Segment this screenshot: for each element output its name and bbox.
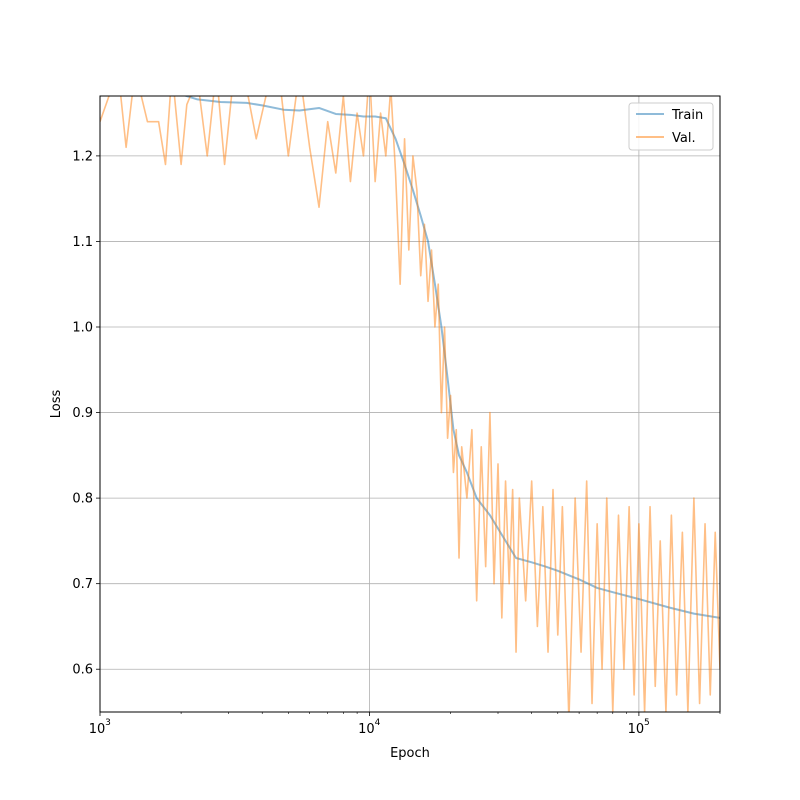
x-tick-exponent: 3 — [105, 718, 111, 728]
legend: Train Val. — [628, 102, 714, 151]
grid-lines — [99, 96, 720, 712]
series-line-val — [100, 96, 720, 712]
series-layer — [100, 96, 720, 712]
y-tick-label: 0.9 — [72, 406, 93, 421]
x-tick-exponent: 4 — [375, 718, 381, 728]
y-tick-label: 0.7 — [72, 577, 93, 592]
x-axis-label: Epoch — [390, 746, 430, 761]
x-tick-label: 10 — [628, 722, 645, 737]
legend-label-val: Val. — [672, 131, 696, 146]
y-tick-label: 1.1 — [72, 235, 93, 250]
plot-frame — [99, 95, 721, 713]
x-tick-exponent: 5 — [644, 718, 650, 728]
plot-area — [100, 96, 720, 712]
y-axis-label: Loss — [49, 390, 64, 419]
x-tick-label: 10 — [358, 722, 375, 737]
x-tick-label: 10 — [89, 722, 106, 737]
y-axis-ticks: 0.6 0.7 0.8 0.9 1.0 1.1 1.2 — [72, 149, 100, 678]
y-tick-label: 1.2 — [72, 149, 93, 164]
legend-label-train: Train — [671, 108, 703, 123]
y-tick-label: 0.8 — [72, 492, 93, 507]
y-tick-label: 0.6 — [72, 663, 93, 678]
y-tick-label: 1.0 — [72, 321, 93, 336]
x-axis-ticks: 10 3 10 4 10 5 — [89, 712, 650, 737]
